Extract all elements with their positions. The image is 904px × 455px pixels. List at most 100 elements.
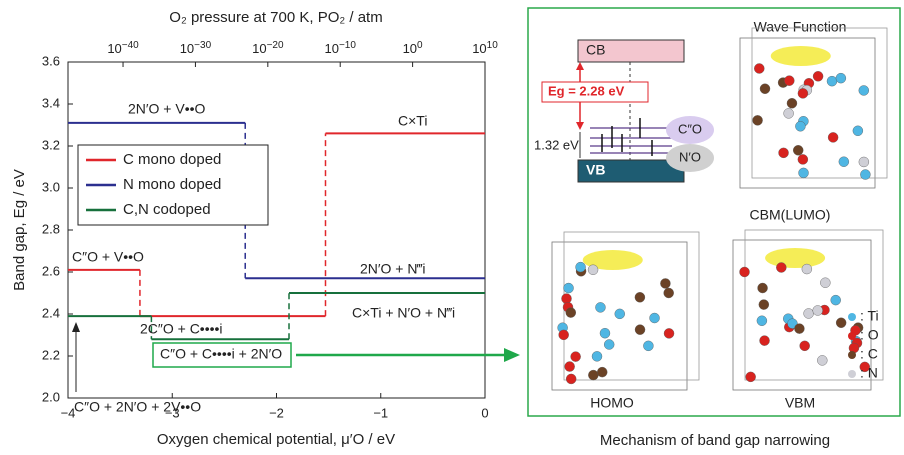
page: {"chart_data": {"type": "step", "title":… xyxy=(0,0,904,455)
atom xyxy=(754,63,764,73)
x-tick-label: 0 xyxy=(481,405,488,420)
atom xyxy=(787,98,797,108)
x2-tick-label: 10−20 xyxy=(252,40,284,57)
level-label: 1.32 eV xyxy=(534,137,579,152)
legend-label: C mono doped xyxy=(123,151,221,168)
atom xyxy=(839,157,849,167)
element-swatch xyxy=(848,370,856,378)
element-label: : C xyxy=(860,346,878,362)
c-level-label: C″O xyxy=(678,121,702,136)
atom xyxy=(635,325,645,335)
atom xyxy=(660,278,670,288)
n-level-label: N′O xyxy=(679,149,701,164)
atom xyxy=(566,374,576,384)
atom xyxy=(760,336,770,346)
y-tick-label: 2.4 xyxy=(42,305,60,320)
annotation: 2N′O + V••O xyxy=(128,101,206,117)
atom xyxy=(615,309,625,319)
atom xyxy=(800,341,810,351)
element-swatch xyxy=(848,313,856,321)
atom xyxy=(643,341,653,351)
arrow-head xyxy=(504,348,520,362)
atom xyxy=(776,262,786,272)
y-tick-label: 2.0 xyxy=(42,389,60,404)
orbital xyxy=(771,46,831,66)
atom xyxy=(565,362,575,372)
y-tick-label: 3.0 xyxy=(42,179,60,194)
atom xyxy=(831,295,841,305)
atom xyxy=(757,316,767,326)
legend-label: N mono doped xyxy=(123,176,221,193)
atom xyxy=(571,352,581,362)
atom xyxy=(759,300,769,310)
atom xyxy=(859,157,869,167)
atom xyxy=(836,318,846,328)
atom xyxy=(793,145,803,155)
x2-tick-label: 10−40 xyxy=(107,40,139,57)
annotation: C″O + 2N′O + 2V••O xyxy=(74,399,201,415)
atom xyxy=(798,88,808,98)
annotation: 2N′O + N‴i xyxy=(360,261,426,277)
element-label: : O xyxy=(860,327,879,343)
atom xyxy=(779,148,789,158)
atom xyxy=(795,121,805,131)
annotation: C″O + C••••i + 2N′O xyxy=(160,346,282,362)
y-tick-label: 2.8 xyxy=(42,221,60,236)
atom xyxy=(562,294,572,304)
y-tick-label: 3.2 xyxy=(42,137,60,152)
element-label: : Ti xyxy=(860,308,879,324)
x-tick-label: −1 xyxy=(373,405,388,420)
x2-tick-label: 1010 xyxy=(472,40,498,57)
atom xyxy=(604,340,614,350)
vb-label: VB xyxy=(586,162,605,178)
atom xyxy=(802,264,812,274)
atom xyxy=(813,71,823,81)
atom xyxy=(853,126,863,136)
atom xyxy=(784,108,794,118)
atom xyxy=(859,85,869,95)
atom xyxy=(784,76,794,86)
atom xyxy=(664,288,674,298)
x2-tick-label: 10−10 xyxy=(324,40,356,57)
atom xyxy=(798,154,808,164)
spins xyxy=(602,118,652,156)
figure: O₂ pressure at 700 K, PO₂ / atm Oxygen c… xyxy=(0,0,904,455)
atom xyxy=(650,313,660,323)
y-tick-label: 3.4 xyxy=(42,95,60,110)
atom xyxy=(820,278,830,288)
legend-label: C,N codoped xyxy=(123,201,211,218)
atom xyxy=(600,328,610,338)
y-tick-label: 2.2 xyxy=(42,347,60,362)
atom xyxy=(746,372,756,382)
atom xyxy=(635,292,645,302)
atom xyxy=(597,367,607,377)
annotation-arrow-head xyxy=(72,322,80,332)
atom xyxy=(813,305,823,315)
view-label: VBM xyxy=(785,395,815,411)
atom xyxy=(827,76,837,86)
atom xyxy=(836,73,846,83)
atom xyxy=(595,302,605,312)
annotation: C″O + V••O xyxy=(72,249,144,265)
y-tick-label: 3.6 xyxy=(42,53,60,68)
atom xyxy=(758,283,768,293)
gap-label: Eg = 2.28 eV xyxy=(548,83,625,98)
atom xyxy=(817,355,827,365)
atom xyxy=(559,330,569,340)
element-label: : N xyxy=(860,365,878,381)
atom xyxy=(828,132,838,142)
view-label: CBM(LUMO) xyxy=(750,207,831,223)
atom xyxy=(860,170,870,180)
x2-tick-label: 100 xyxy=(403,40,423,57)
caption: Mechanism of band gap narrowing xyxy=(600,432,830,449)
atom xyxy=(794,324,804,334)
view-label: HOMO xyxy=(590,395,634,411)
panel-frame xyxy=(528,8,900,416)
top-axis-title: O₂ pressure at 700 K, PO₂ / atm xyxy=(169,9,382,26)
atom xyxy=(760,84,770,94)
view-label: Wave Function xyxy=(754,19,847,35)
cb-label: CB xyxy=(586,42,605,58)
x-tick-label: −2 xyxy=(269,405,284,420)
x-axis-title: Oxygen chemical potential, μ′O / eV xyxy=(157,431,395,448)
element-swatch xyxy=(848,332,856,340)
